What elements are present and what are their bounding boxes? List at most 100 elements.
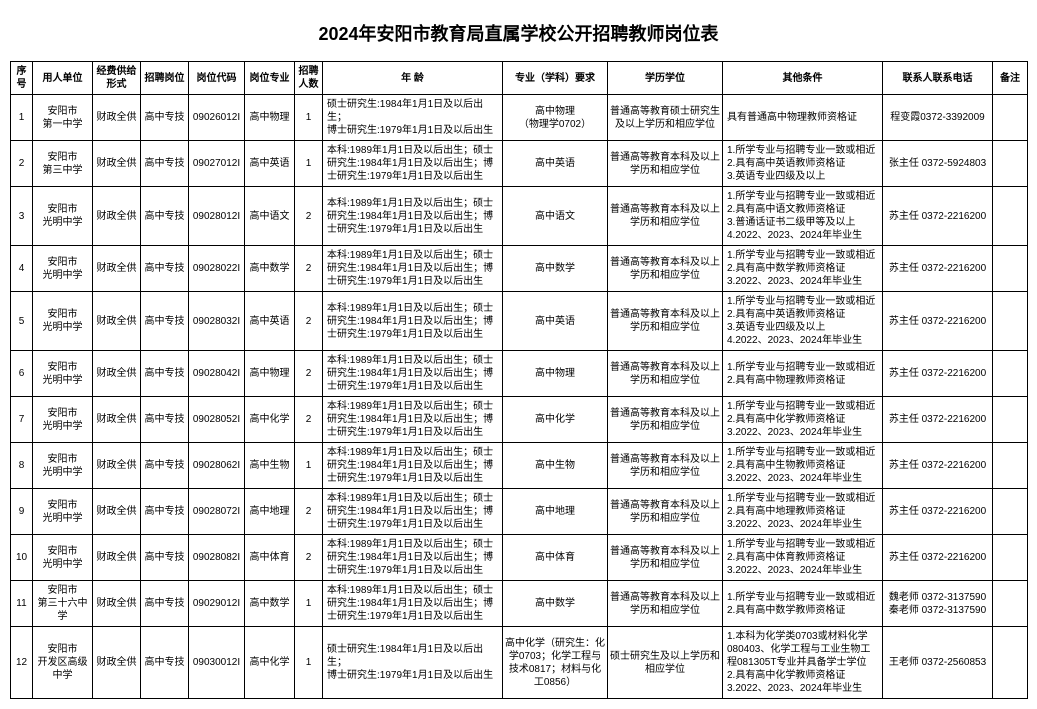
cell-age: 本科:1989年1月1日及以后出生；硕士研究生:1984年1月1日及以后出生；博… xyxy=(323,489,503,535)
cell-edu: 普通高等教育本科及以上学历和相应学位 xyxy=(608,187,723,246)
cell-remark xyxy=(993,535,1028,581)
cell-code: 09030012I xyxy=(189,627,245,699)
cell-remark xyxy=(993,246,1028,292)
cell-fund: 财政全供 xyxy=(93,292,141,351)
cell-post: 高中专技 xyxy=(141,581,189,627)
table-row: 6安阳市光明中学财政全供高中专技09028042I高中物理2本科:1989年1月… xyxy=(11,351,1028,397)
cell-post: 高中专技 xyxy=(141,535,189,581)
cell-unit: 安阳市第一中学 xyxy=(33,95,93,141)
cell-contact: 张主任 0372-5924803 xyxy=(883,141,993,187)
cell-req: 高中化学 xyxy=(503,397,608,443)
table-row: 10安阳市光明中学财政全供高中专技09028082I高中体育2本科:1989年1… xyxy=(11,535,1028,581)
column-header: 专业（学科）要求 xyxy=(503,62,608,95)
recruitment-table: 序号用人单位经费供给形式招聘岗位岗位代码岗位专业招聘人数年 龄专业（学科）要求学… xyxy=(10,61,1028,699)
cell-major: 高中地理 xyxy=(245,489,295,535)
cell-edu: 普通高等教育本科及以上学历和相应学位 xyxy=(608,535,723,581)
cell-edu: 普通高等教育本科及以上学历和相应学位 xyxy=(608,443,723,489)
cell-seq: 11 xyxy=(11,581,33,627)
cell-post: 高中专技 xyxy=(141,627,189,699)
cell-age: 本科:1989年1月1日及以后出生；硕士研究生:1984年1月1日及以后出生；博… xyxy=(323,443,503,489)
cell-major: 高中英语 xyxy=(245,141,295,187)
column-header: 学历学位 xyxy=(608,62,723,95)
cell-fund: 财政全供 xyxy=(93,581,141,627)
cell-code: 09028022I xyxy=(189,246,245,292)
cell-num: 2 xyxy=(295,292,323,351)
cell-remark xyxy=(993,351,1028,397)
cell-req: 高中体育 xyxy=(503,535,608,581)
cell-num: 2 xyxy=(295,246,323,292)
cell-seq: 6 xyxy=(11,351,33,397)
column-header: 招聘人数 xyxy=(295,62,323,95)
table-row: 9安阳市光明中学财政全供高中专技09028072I高中地理2本科:1989年1月… xyxy=(11,489,1028,535)
cell-post: 高中专技 xyxy=(141,292,189,351)
cell-contact: 苏主任 0372-2216200 xyxy=(883,292,993,351)
cell-req: 高中物理 xyxy=(503,351,608,397)
cell-remark xyxy=(993,187,1028,246)
cell-code: 09028082I xyxy=(189,535,245,581)
cell-age: 本科:1989年1月1日及以后出生；硕士研究生:1984年1月1日及以后出生；博… xyxy=(323,246,503,292)
cell-other: 1.所学专业与招聘专业一致或相近2.具有高中地理教师资格证3.2022、2023… xyxy=(723,489,883,535)
cell-age: 本科:1989年1月1日及以后出生；硕士研究生:1984年1月1日及以后出生；博… xyxy=(323,292,503,351)
cell-num: 1 xyxy=(295,627,323,699)
cell-num: 2 xyxy=(295,489,323,535)
cell-major: 高中化学 xyxy=(245,397,295,443)
table-row: 4安阳市光明中学财政全供高中专技09028022I高中数学2本科:1989年1月… xyxy=(11,246,1028,292)
cell-fund: 财政全供 xyxy=(93,489,141,535)
cell-other: 1.所学专业与招聘专业一致或相近2.具有高中生物教师资格证3.2022、2023… xyxy=(723,443,883,489)
column-header: 岗位代码 xyxy=(189,62,245,95)
cell-major: 高中物理 xyxy=(245,351,295,397)
cell-remark xyxy=(993,141,1028,187)
column-header: 岗位专业 xyxy=(245,62,295,95)
cell-req: 高中物理（物理学0702） xyxy=(503,95,608,141)
cell-unit: 安阳市光明中学 xyxy=(33,292,93,351)
column-header: 年 龄 xyxy=(323,62,503,95)
cell-major: 高中体育 xyxy=(245,535,295,581)
cell-req: 高中数学 xyxy=(503,246,608,292)
cell-seq: 4 xyxy=(11,246,33,292)
column-header: 联系人联系电话 xyxy=(883,62,993,95)
cell-unit: 安阳市光明中学 xyxy=(33,535,93,581)
cell-seq: 1 xyxy=(11,95,33,141)
cell-unit: 安阳市光明中学 xyxy=(33,489,93,535)
cell-num: 2 xyxy=(295,351,323,397)
cell-fund: 财政全供 xyxy=(93,535,141,581)
cell-contact: 王老师 0372-2560853 xyxy=(883,627,993,699)
table-body: 1安阳市第一中学财政全供高中专技09026012I高中物理1硕士研究生:1984… xyxy=(11,95,1028,699)
cell-edu: 普通高等教育本科及以上学历和相应学位 xyxy=(608,489,723,535)
cell-contact: 苏主任 0372-2216200 xyxy=(883,443,993,489)
cell-remark xyxy=(993,292,1028,351)
cell-age: 本科:1989年1月1日及以后出生；硕士研究生:1984年1月1日及以后出生；博… xyxy=(323,141,503,187)
cell-unit: 安阳市光明中学 xyxy=(33,397,93,443)
table-row: 7安阳市光明中学财政全供高中专技09028052I高中化学2本科:1989年1月… xyxy=(11,397,1028,443)
cell-fund: 财政全供 xyxy=(93,95,141,141)
cell-remark xyxy=(993,443,1028,489)
cell-other: 1.所学专业与招聘专业一致或相近2.具有高中数学教师资格证3.2022、2023… xyxy=(723,246,883,292)
cell-fund: 财政全供 xyxy=(93,627,141,699)
cell-edu: 普通高等教育本科及以上学历和相应学位 xyxy=(608,246,723,292)
cell-edu: 硕士研究生及以上学历和相应学位 xyxy=(608,627,723,699)
cell-code: 09028062I xyxy=(189,443,245,489)
cell-seq: 8 xyxy=(11,443,33,489)
cell-contact: 苏主任 0372-2216200 xyxy=(883,397,993,443)
cell-major: 高中化学 xyxy=(245,627,295,699)
cell-code: 09028052I xyxy=(189,397,245,443)
cell-num: 1 xyxy=(295,443,323,489)
cell-unit: 安阳市开发区高级中学 xyxy=(33,627,93,699)
table-row: 3安阳市光明中学财政全供高中专技09028012I高中语文2本科:1989年1月… xyxy=(11,187,1028,246)
cell-unit: 安阳市光明中学 xyxy=(33,351,93,397)
cell-code: 09028042I xyxy=(189,351,245,397)
cell-edu: 普通高等教育本科及以上学历和相应学位 xyxy=(608,351,723,397)
column-header: 序号 xyxy=(11,62,33,95)
cell-code: 09028032I xyxy=(189,292,245,351)
cell-age: 硕士研究生:1984年1月1日及以后出生；博士研究生:1979年1月1日及以后出… xyxy=(323,627,503,699)
cell-post: 高中专技 xyxy=(141,489,189,535)
cell-remark xyxy=(993,95,1028,141)
cell-num: 1 xyxy=(295,95,323,141)
cell-other: 1.所学专业与招聘专业一致或相近2.具有高中体育教师资格证3.2022、2023… xyxy=(723,535,883,581)
cell-edu: 普通高等教育本科及以上学历和相应学位 xyxy=(608,292,723,351)
cell-code: 09027012I xyxy=(189,141,245,187)
cell-other: 1.所学专业与招聘专业一致或相近2.具有高中英语教师资格证3.英语专业四级及以上 xyxy=(723,141,883,187)
cell-req: 高中数学 xyxy=(503,581,608,627)
cell-contact: 程变霞0372-3392009 xyxy=(883,95,993,141)
cell-other: 1.所学专业与招聘专业一致或相近2.具有高中物理教师资格证 xyxy=(723,351,883,397)
